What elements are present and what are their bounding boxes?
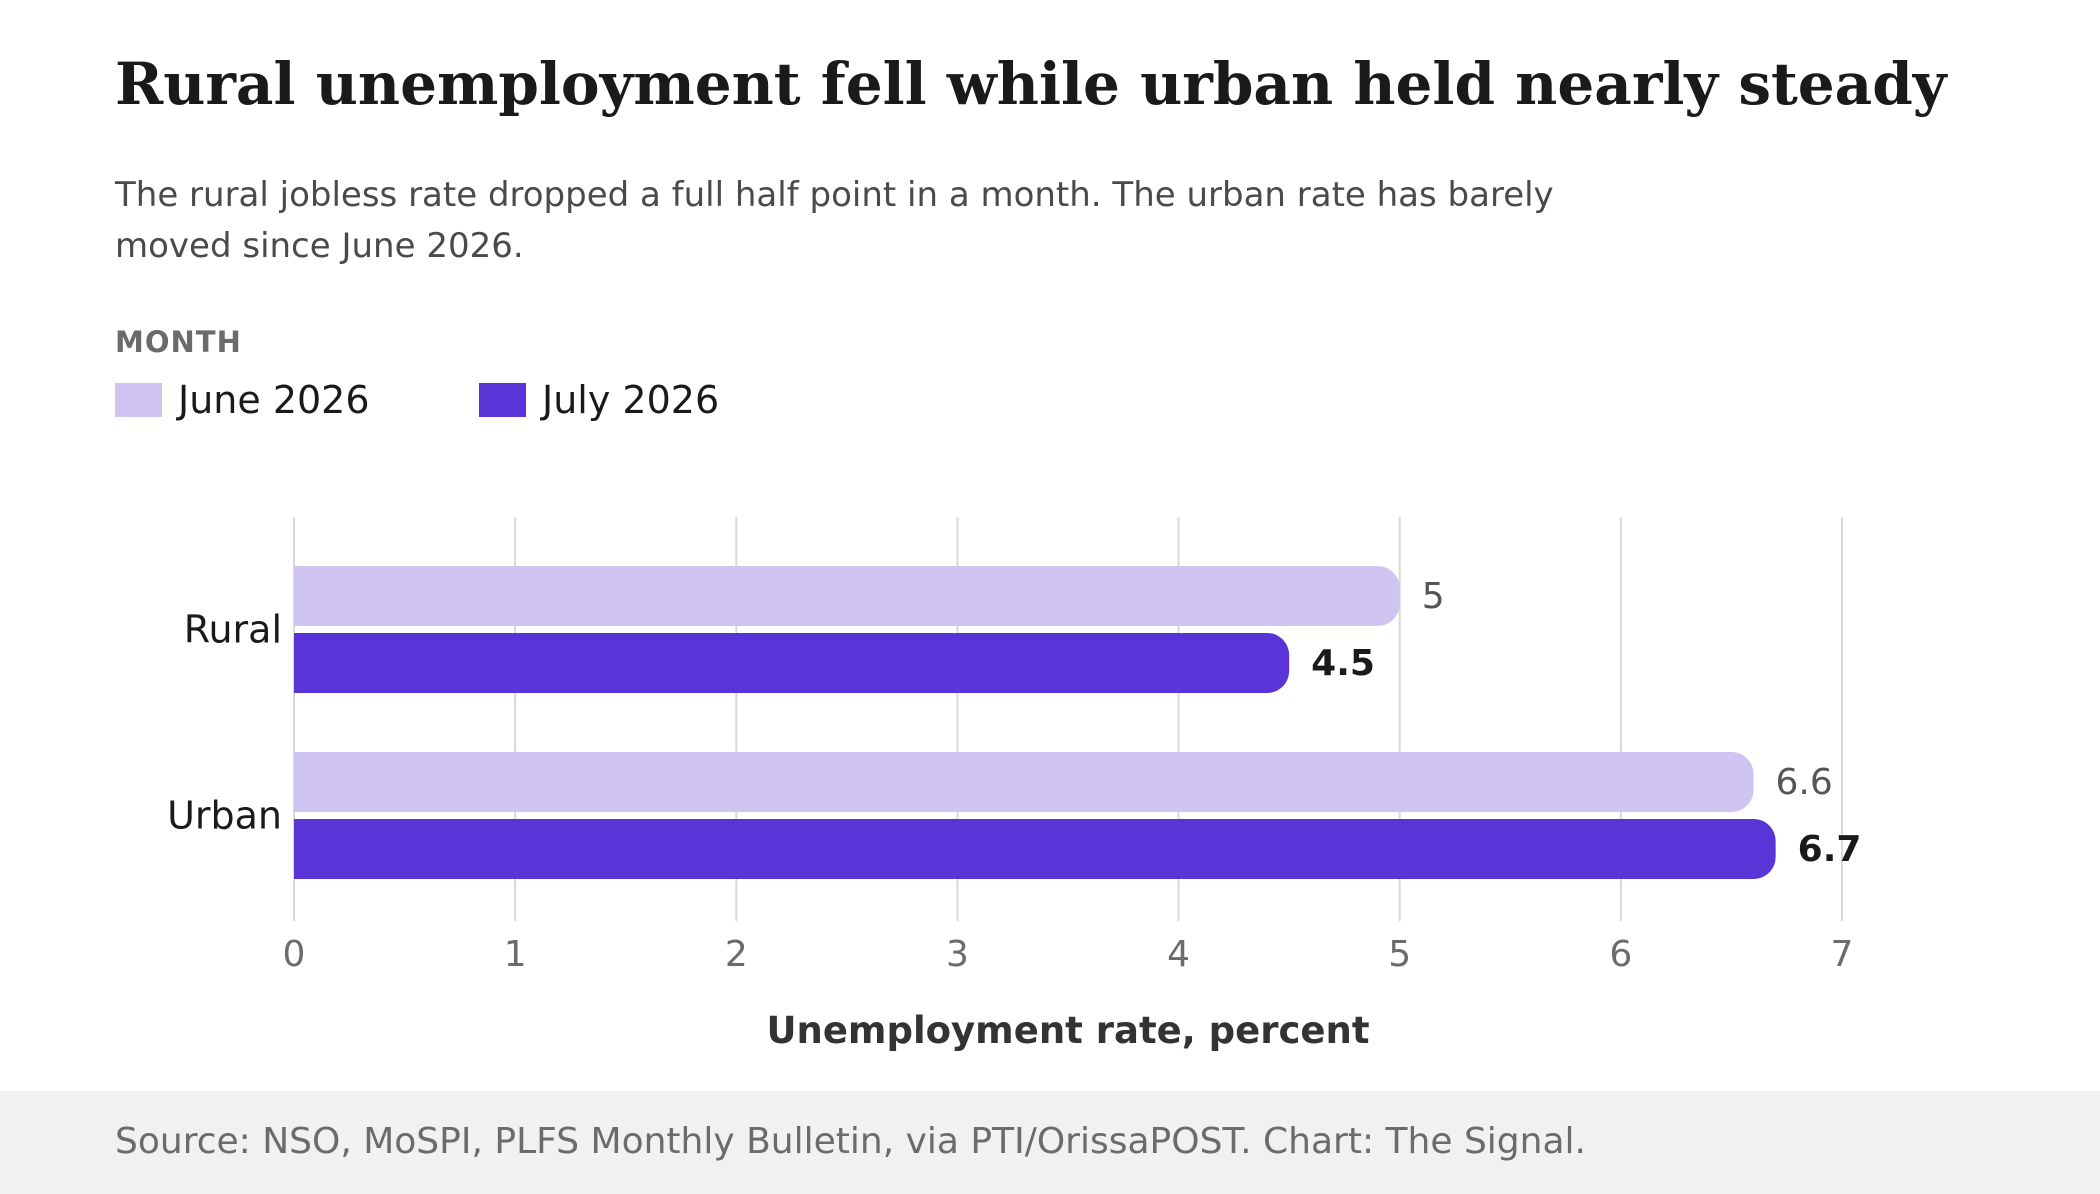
category-label: Rural xyxy=(184,608,282,652)
legend-label: July 2026 xyxy=(542,378,720,422)
source-note: Source: NSO, MoSPI, PLFS Monthly Bulleti… xyxy=(115,1121,1586,1162)
category-label: Urban xyxy=(167,794,282,838)
x-tick-label: 1 xyxy=(504,934,527,975)
legend-label: June 2026 xyxy=(178,378,370,422)
data-label: 6.6 xyxy=(1776,762,1833,803)
bar-urban-june-2026 xyxy=(294,752,1754,812)
footer: Source: NSO, MoSPI, PLFS Monthly Bulleti… xyxy=(0,1091,2100,1194)
legend-title: MONTH xyxy=(115,325,242,359)
x-tick-label: 0 xyxy=(283,934,306,975)
legend-item-july-2026: July 2026 xyxy=(479,377,719,423)
bar-chart: 5 4.5 Rural 6.6 6.7 Urban 0 1 2 3 4 5 6 7 Unemployment… xyxy=(167,517,1862,1052)
x-tick-label: 2 xyxy=(725,934,748,975)
x-axis-title: Unemployment rate, percent xyxy=(766,1009,1369,1052)
bar-rural-july-2026 xyxy=(294,633,1290,693)
bar-urban-july-2026 xyxy=(294,819,1776,879)
data-label: 6.7 xyxy=(1798,829,1862,870)
data-label: 5 xyxy=(1422,576,1445,617)
x-tick-label: 4 xyxy=(1167,934,1190,975)
data-label: 4.5 xyxy=(1311,643,1375,684)
legend-swatch-june-2026 xyxy=(115,383,162,417)
chart-subtitle: The rural jobless rate dropped a full ha… xyxy=(115,175,1554,266)
x-tick-label: 5 xyxy=(1388,934,1411,975)
bar-rural-june-2026 xyxy=(294,566,1400,626)
x-tick-label: 7 xyxy=(1831,934,1854,975)
chart-title: Rural unemployment fell while urban held… xyxy=(115,50,1947,118)
legend-item-june-2026: June 2026 xyxy=(115,377,370,423)
legend-swatch-july-2026 xyxy=(479,383,526,417)
x-tick-label: 3 xyxy=(946,934,969,975)
x-tick-label: 6 xyxy=(1609,934,1632,975)
